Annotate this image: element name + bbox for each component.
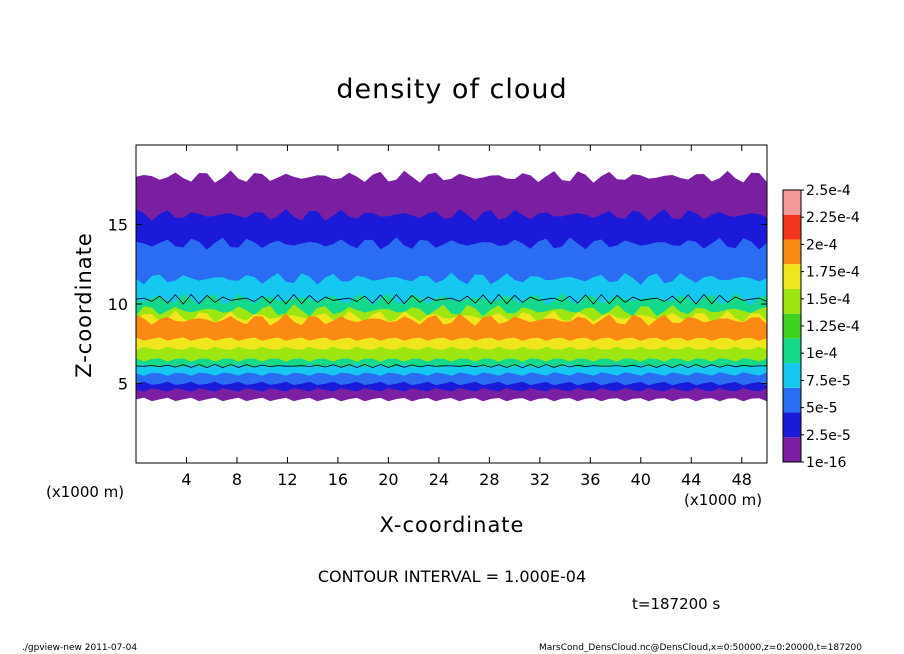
cloud-layer-2e-4 — [136, 313, 767, 341]
colorbar-segment — [783, 437, 801, 462]
colorbar-segment — [783, 363, 801, 388]
x-tick-label: 24 — [429, 470, 449, 489]
colorbar-label: 5e-5 — [806, 401, 837, 417]
x-tick-label: 40 — [631, 470, 651, 489]
colorbar-label: 2.5e-5 — [806, 428, 851, 444]
x-tick-label: 16 — [328, 470, 348, 489]
x-tick-label: 44 — [681, 470, 701, 489]
colorbar-segment — [783, 190, 801, 215]
colorbar-label: 1e-4 — [806, 346, 838, 362]
x-tick-label: 28 — [479, 470, 499, 489]
footer-left: ./gpview-new 2011-07-04 — [22, 643, 138, 653]
x-tick-label: 32 — [530, 470, 550, 489]
colorbar-segment — [783, 412, 801, 438]
chart-title: density of cloud — [336, 74, 568, 105]
x-unit-label-right: (x1000 m) — [684, 491, 763, 509]
colorbar-segment — [783, 239, 801, 265]
colorbar-label: 2.25e-4 — [806, 210, 860, 226]
x-axis: 4 8 12 16 20 24 28 32 36 40 44 48 — [181, 145, 752, 489]
colorbar-segment — [783, 387, 801, 413]
y-tick-label: 10 — [108, 295, 128, 314]
colorbar-segment — [783, 313, 801, 339]
contour-interval-label: CONTOUR INTERVAL = 1.000E-04 — [317, 567, 587, 586]
x-tick-label: 48 — [732, 470, 752, 489]
colorbar-label: 7.5e-5 — [806, 373, 851, 389]
colorbar-label: 1e-16 — [806, 455, 846, 471]
colorbar-label: 1.25e-4 — [806, 319, 860, 335]
x-tick-label: 12 — [277, 470, 297, 489]
x-axis-label: X-coordinate — [379, 513, 525, 537]
colorbar-label: 2.5e-4 — [806, 183, 851, 199]
x-tick-label: 36 — [580, 470, 600, 489]
footer-right: MarsCond_DensCloud.nc@DensCloud,x=0:5000… — [539, 643, 862, 653]
x-unit-label-left: (x1000 m) — [46, 483, 125, 501]
x-tick-label: 8 — [232, 470, 242, 489]
y-tick-label: 5 — [118, 375, 128, 394]
heatmap-area — [136, 170, 767, 402]
x-tick-label: 20 — [378, 470, 398, 489]
x-tick-label: 4 — [181, 470, 191, 489]
colorbar-label: 1.75e-4 — [806, 265, 860, 281]
colorbar: 2.5e-4 2.25e-4 2e-4 1.75e-4 1.5e-4 1.25e-4 1e-… — [782, 183, 860, 471]
colorbar-label: 2e-4 — [806, 237, 838, 253]
colorbar-segment — [783, 338, 801, 364]
y-tick-label: 15 — [108, 216, 128, 235]
colorbar-segment — [783, 288, 801, 314]
colorbar-segment — [783, 264, 801, 289]
colorbar-segment — [783, 214, 801, 240]
contour-line-z_bottom — [136, 363, 767, 369]
y-axis: 5 10 15 — [108, 216, 767, 394]
contour-line-z_top — [136, 293, 767, 305]
colorbar-label: 1.5e-4 — [806, 292, 851, 308]
time-label: t=187200 s — [632, 595, 721, 613]
